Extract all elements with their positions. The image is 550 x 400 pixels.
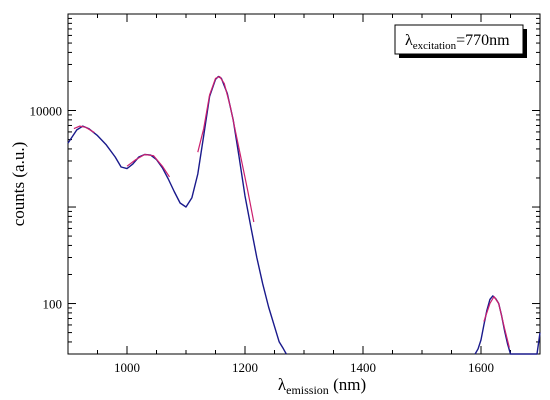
x-axis-label-symbol: λ bbox=[278, 375, 287, 394]
y-axis-label: counts (a.u.) bbox=[9, 142, 28, 227]
tick-labels: 1000 1200 1400 1600 100 10000 bbox=[30, 104, 495, 375]
x-axis-label: λemission (nm) bbox=[278, 375, 366, 397]
x-axis-label-subscript: emission bbox=[286, 383, 329, 397]
legend-frame bbox=[394, 24, 524, 55]
legend-value: =770nm bbox=[456, 32, 510, 49]
fit-curve bbox=[126, 153, 170, 178]
measured-curve-right bbox=[474, 295, 541, 355]
legend-box: λexcitation=770nm bbox=[394, 24, 527, 58]
legend-subscript: excitation bbox=[413, 40, 457, 52]
fit-curve bbox=[483, 296, 510, 348]
y-tick-label: 10000 bbox=[30, 104, 63, 119]
ticks bbox=[68, 13, 540, 355]
x-tick-label: 1400 bbox=[350, 360, 376, 375]
legend-symbol: λ bbox=[405, 32, 413, 49]
measured-curve bbox=[67, 75, 287, 355]
y-tick-label: 100 bbox=[43, 297, 63, 312]
x-axis-label-unit: (nm) bbox=[329, 375, 366, 394]
legend-annotation: λexcitation=770nm bbox=[405, 32, 510, 52]
x-tick-label: 1600 bbox=[468, 360, 494, 375]
fit-curve bbox=[73, 125, 95, 134]
x-tick-label: 1000 bbox=[114, 360, 140, 375]
plot-frame bbox=[67, 13, 541, 355]
series-layer bbox=[67, 75, 541, 355]
fit-curve bbox=[197, 75, 255, 223]
x-tick-label: 1200 bbox=[232, 360, 258, 375]
